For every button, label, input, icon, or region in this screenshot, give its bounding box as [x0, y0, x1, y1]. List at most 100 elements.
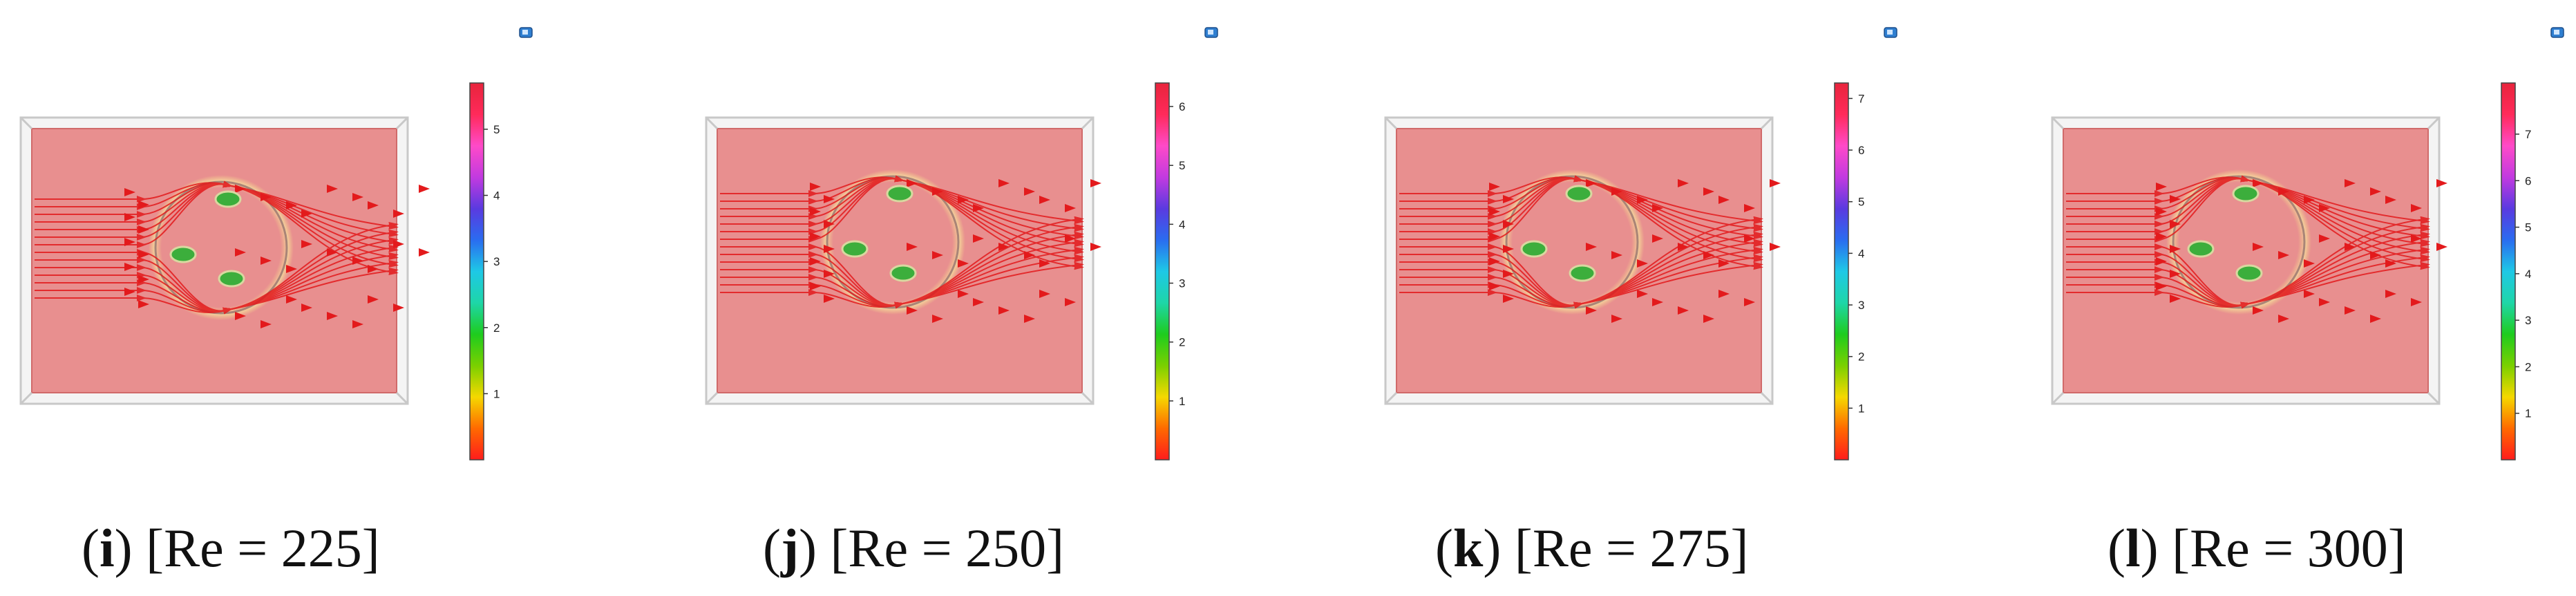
- colorbar-tick-label: 3: [1858, 299, 1864, 312]
- flow-arrow: [824, 195, 835, 203]
- panel-j: 1 2 3 4 5 6 (j) [Re = 250]: [685, 0, 1329, 596]
- flow-arrow: [2253, 306, 2264, 315]
- flow-arrow: [1637, 259, 1648, 268]
- colorbar-tick-label: 1: [493, 387, 500, 400]
- flow-arrow: [907, 306, 918, 315]
- flow-arrow: [1678, 243, 1689, 251]
- flow-arrow: [1024, 315, 1035, 323]
- flow-arrow: [2304, 196, 2315, 204]
- flow-arrow: [932, 251, 943, 259]
- flow-arrow: [368, 201, 379, 209]
- streamlines: [2066, 175, 2430, 309]
- colorbar-tick-label: 4: [1179, 218, 1185, 231]
- colorbar-tick-label: 6: [1858, 144, 1864, 157]
- colorbar-tick-label: 2: [493, 322, 500, 335]
- colorbar-tick-label: 7: [1858, 92, 1864, 105]
- flow-arrow: [1652, 298, 1663, 306]
- flow-arrow: [1586, 179, 1597, 187]
- colorbar-tick-label: 1: [1858, 402, 1864, 415]
- flow-arrows: [124, 185, 430, 328]
- flow-arrow: [1065, 204, 1076, 212]
- flow-arrow: [1489, 183, 1500, 191]
- flow-arrow: [2385, 290, 2396, 298]
- particle: [889, 264, 917, 282]
- flow-arrow: [1703, 315, 1714, 323]
- camera-view-icon[interactable]: [1884, 27, 1897, 38]
- flow-arrow: [998, 243, 1010, 251]
- reynolds-label: [Re = 275]: [1514, 518, 1749, 578]
- flow-arrow: [138, 300, 149, 308]
- flow-arrow: [1065, 234, 1076, 243]
- colorbar-tick-label: 5: [1179, 159, 1185, 172]
- flow-arrow: [1744, 204, 1755, 212]
- flow-arrow: [1065, 298, 1076, 306]
- colorbar-tick-label: 1: [1179, 395, 1185, 408]
- flow-arrow: [1703, 187, 1714, 196]
- colorbar: 1 2 3 4 5 6: [1155, 82, 1185, 460]
- flow-arrow: [138, 250, 149, 259]
- particle: [218, 270, 245, 288]
- flow-arrow: [1744, 234, 1755, 243]
- flow-arrow: [2170, 295, 2181, 303]
- colorbar-tick-label: 3: [2525, 314, 2531, 327]
- colorbar-tick-label: 1: [2525, 407, 2531, 420]
- flow-arrow: [2278, 187, 2289, 196]
- camera-view-icon[interactable]: [1204, 27, 1218, 38]
- flow-arrow: [2319, 234, 2330, 243]
- flow-arrow: [1770, 179, 1781, 187]
- flow-arrow: [261, 320, 272, 328]
- flow-arrow: [907, 243, 918, 251]
- flow-arrow: [286, 295, 297, 304]
- flow-arrow: [352, 320, 363, 328]
- flow-arrow: [1637, 196, 1648, 204]
- colorbar-tick-label: 6: [1179, 100, 1185, 113]
- panel-caption: (j) [Re = 250]: [763, 518, 1065, 578]
- flow-arrow: [327, 185, 338, 193]
- particles: [1520, 185, 1596, 282]
- simulation-view: 1 2 3 4 5 6 7: [1384, 27, 1897, 460]
- flow-arrow: [2370, 315, 2381, 323]
- camera-view-icon[interactable]: [519, 27, 533, 38]
- flow-arrow: [235, 185, 246, 193]
- particles: [841, 185, 917, 282]
- colorbar-tick-label: 2: [1858, 351, 1864, 364]
- simulation-view: 1 2 3 4 5 6 7: [2051, 27, 2564, 460]
- flow-arrow: [2156, 257, 2167, 266]
- flow-arrow: [2436, 243, 2447, 251]
- flow-arrow: [1718, 196, 1730, 204]
- flow-arrow: [261, 193, 272, 201]
- panel-caption: (i) [Re = 225]: [82, 518, 380, 578]
- flow-arrow: [286, 265, 297, 273]
- panel-caption: (k) [Re = 275]: [1435, 518, 1749, 578]
- particle: [1569, 264, 1596, 282]
- simulation-view: 1 2 3 4 5: [19, 27, 533, 460]
- flow-arrow: [824, 295, 835, 303]
- flow-arrow: [2436, 179, 2447, 187]
- flow-arrow: [2304, 259, 2315, 268]
- flow-arrow: [1611, 251, 1622, 259]
- camera-view-icon[interactable]: [2550, 27, 2564, 38]
- colorbar: 1 2 3 4 5: [469, 82, 500, 460]
- flow-arrow: [138, 275, 149, 283]
- flow-arrow: [352, 257, 363, 265]
- panel-i: 1 2 3 4 5 (i) [Re = 225]: [0, 0, 644, 596]
- flow-arrow: [2370, 251, 2381, 259]
- particles: [2187, 185, 2263, 282]
- flow-arrow: [1024, 251, 1035, 259]
- flow-arrow: [393, 240, 404, 248]
- particles: [169, 190, 245, 288]
- flow-arrows: [2156, 179, 2447, 323]
- flow-arrow: [1652, 204, 1663, 212]
- colorbar-tick-label: 2: [2525, 360, 2531, 373]
- flow-arrow: [368, 265, 379, 273]
- flow-arrow: [2278, 315, 2289, 323]
- flow-arrow: [998, 306, 1010, 315]
- colorbar-tick-label: 4: [1858, 247, 1864, 260]
- panel-letter: l: [2125, 518, 2141, 578]
- flow-arrow: [301, 304, 312, 312]
- flow-arrow: [1744, 298, 1755, 306]
- flow-arrow: [1090, 179, 1101, 187]
- flow-arrow: [1489, 282, 1500, 290]
- particle: [2235, 264, 2263, 282]
- flow-arrow: [1678, 179, 1689, 187]
